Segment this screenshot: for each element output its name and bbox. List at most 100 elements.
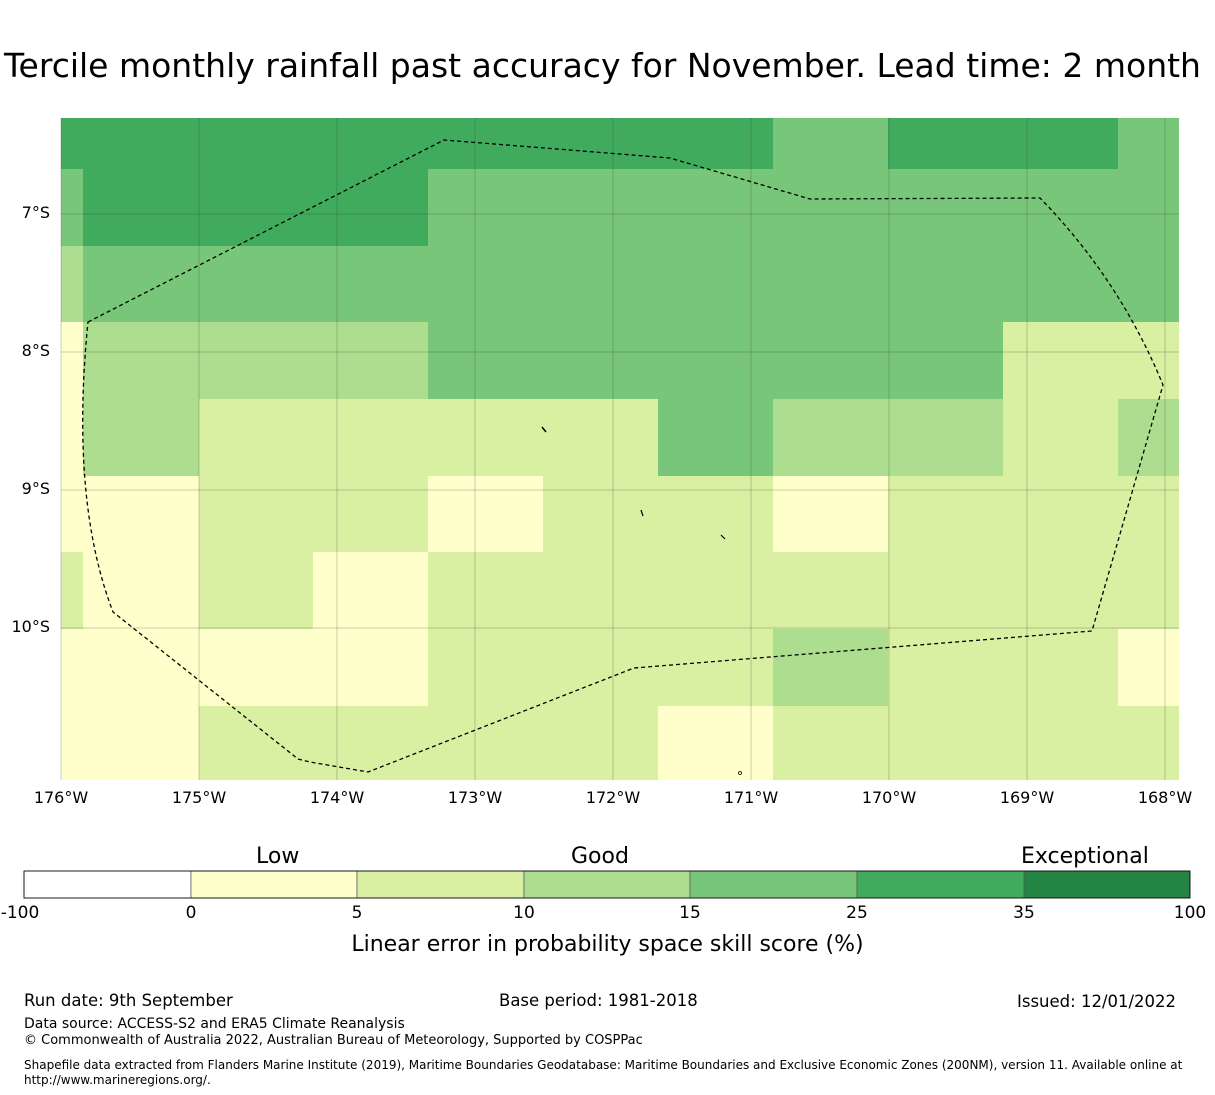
issued-date: Issued: 12/01/2022 <box>1017 992 1177 1011</box>
skill-cell <box>199 629 313 706</box>
skill-cell <box>543 629 658 706</box>
skill-cell <box>61 552 83 629</box>
skill-cell <box>1118 629 1179 706</box>
skill-cell <box>1118 118 1179 169</box>
skill-cell <box>1003 476 1118 552</box>
skill-cell <box>428 399 543 476</box>
skill-cell <box>543 322 658 399</box>
data-source: Data source: ACCESS-S2 and ERA5 Climate … <box>24 1016 405 1032</box>
skill-cell <box>199 399 313 476</box>
skill-cell <box>773 706 888 780</box>
skill-cell <box>199 706 313 780</box>
lon-label-170w: 170°W <box>861 788 917 807</box>
skill-cell <box>1118 706 1179 780</box>
skill-cell <box>773 118 888 169</box>
skill-cell <box>83 629 199 706</box>
skill-cell <box>313 118 428 169</box>
skill-cell <box>543 476 658 552</box>
skill-cell <box>428 552 543 629</box>
lon-label-176w: 176°W <box>33 788 89 807</box>
skill-cell <box>658 169 773 246</box>
colorbar-category-exceptional: Exceptional <box>1021 844 1149 869</box>
lon-label-174w: 174°W <box>309 788 365 807</box>
colorbar-tick: -100 <box>0 903 40 923</box>
skill-cell <box>199 322 313 399</box>
chart-title: Tercile monthly rainfall past accuracy f… <box>4 46 1201 85</box>
skill-cell <box>888 169 1003 246</box>
skill-cell <box>888 322 1003 399</box>
skill-cell <box>543 169 658 246</box>
lat-label-9s: 9°S <box>21 479 50 498</box>
skill-cell <box>313 629 428 706</box>
skill-cell <box>61 118 83 169</box>
skill-cell <box>428 706 543 780</box>
skill-cell <box>428 246 543 322</box>
skill-cell <box>428 322 543 399</box>
skill-cell <box>1003 552 1118 629</box>
skill-cell <box>888 118 1003 169</box>
skill-cell <box>1003 399 1118 476</box>
skill-cell <box>83 322 199 399</box>
skill-cell <box>658 706 773 780</box>
lon-label-171w: 171°W <box>723 788 779 807</box>
skill-cell <box>199 169 313 246</box>
skill-cell <box>61 322 83 399</box>
colorbar-tick: 0 <box>185 903 197 923</box>
skill-cell <box>543 706 658 780</box>
skill-cell <box>773 246 888 322</box>
skill-cell <box>61 399 83 476</box>
skill-cell <box>199 476 313 552</box>
base-period: Base period: 1981-2018 <box>499 991 698 1010</box>
island-2 <box>640 509 644 517</box>
skill-cell <box>773 399 888 476</box>
skill-cell <box>888 399 1003 476</box>
colorbar-category-low: Low <box>256 844 300 869</box>
skill-cell <box>773 552 888 629</box>
lat-label-7s: 7°S <box>21 203 50 222</box>
skill-cell <box>83 118 199 169</box>
skill-cell <box>313 552 428 629</box>
skill-cell <box>313 476 428 552</box>
skill-cell <box>199 246 313 322</box>
lon-label-175w: 175°W <box>171 788 227 807</box>
skill-cell <box>773 322 888 399</box>
skill-cell <box>543 399 658 476</box>
skill-cell <box>1003 629 1118 706</box>
colorbar-bin <box>523 870 691 899</box>
skill-cell <box>1118 552 1179 629</box>
skill-cell <box>773 169 888 246</box>
skill-cell <box>1118 476 1179 552</box>
skill-cell <box>83 706 199 780</box>
lat-label-8s: 8°S <box>21 341 50 360</box>
island-4 <box>738 771 742 775</box>
skill-cell <box>658 399 773 476</box>
colorbar-tick: 25 <box>846 903 868 923</box>
skill-cell <box>888 552 1003 629</box>
colorbar-tick: 10 <box>513 903 535 923</box>
skill-cell <box>658 552 773 629</box>
lon-label-169w: 169°W <box>999 788 1055 807</box>
skill-cell <box>428 169 543 246</box>
skill-cell <box>658 246 773 322</box>
eez-boundary <box>82 139 1164 773</box>
colorbar-bin <box>689 870 858 899</box>
skill-cell <box>313 706 428 780</box>
skill-cell <box>199 118 313 169</box>
island-3 <box>720 534 726 540</box>
colorbar-bin <box>23 870 192 899</box>
shapefile-credit-line1: Shapefile data extracted from Flanders M… <box>24 1058 1183 1072</box>
skill-cell <box>61 629 83 706</box>
colorbar-bin <box>856 870 1025 899</box>
skill-cell <box>658 629 773 706</box>
colorbar <box>23 870 1191 899</box>
skill-cell <box>1118 322 1179 399</box>
skill-cell <box>61 476 83 552</box>
lon-label-168w: 168°W <box>1137 788 1193 807</box>
skill-cell <box>199 552 313 629</box>
skill-cell <box>773 629 888 706</box>
island-1 <box>541 426 547 433</box>
skill-cell <box>888 246 1003 322</box>
skill-cell <box>61 706 83 780</box>
colorbar-bin <box>1023 870 1191 899</box>
